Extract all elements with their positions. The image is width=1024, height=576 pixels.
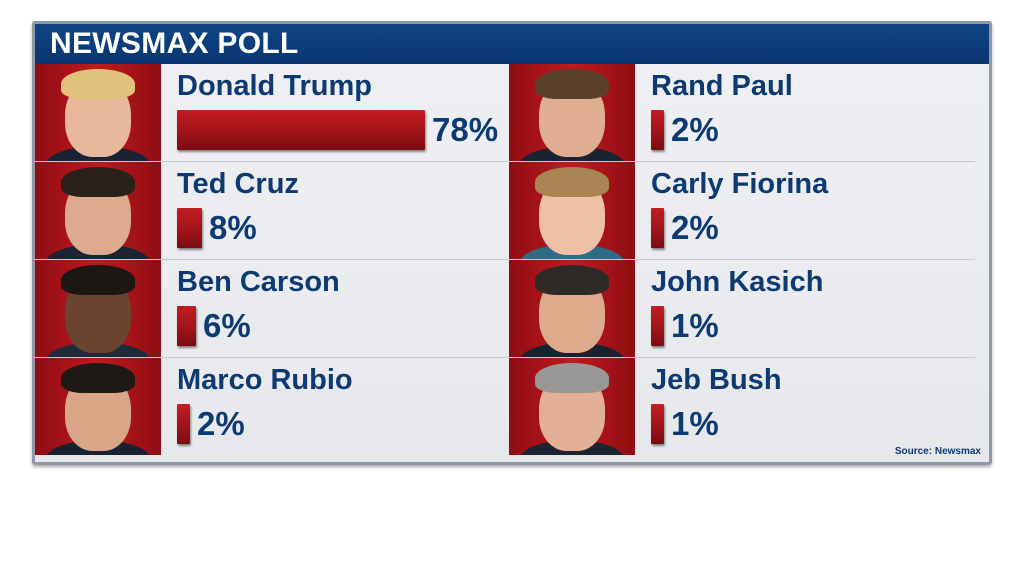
candidate-row-rand-paul: Rand Paul 2%	[509, 64, 975, 162]
candidate-row-ben-carson: Ben Carson 6%	[35, 260, 509, 358]
bar-donald-trump	[177, 110, 425, 150]
poll-title: NEWSMAX POLL	[50, 27, 299, 60]
bar-marco-rubio	[177, 404, 190, 444]
bar-rand-paul	[651, 110, 664, 150]
percent-label: 2%	[197, 405, 245, 442]
bar-ted-cruz	[177, 208, 202, 248]
candidate-photo	[509, 64, 635, 161]
portrait-hair	[61, 69, 135, 99]
candidate-photo	[509, 162, 635, 259]
candidate-name: Rand Paul	[651, 70, 793, 102]
candidate-name: Donald Trump	[177, 70, 372, 102]
percent-label: 1%	[671, 307, 719, 344]
portrait-hair	[535, 69, 609, 99]
candidate-name: Marco Rubio	[177, 364, 353, 396]
candidate-row-marco-rubio: Marco Rubio 2%	[35, 358, 509, 455]
source-label: Source: Newsmax	[894, 446, 981, 457]
percent-label: 1%	[671, 405, 719, 442]
candidate-row-john-kasich: John Kasich 1%	[509, 260, 975, 358]
bar-john-kasich	[651, 306, 664, 346]
candidate-photo	[35, 162, 161, 259]
candidate-photo	[35, 64, 161, 161]
candidate-name: Ted Cruz	[177, 168, 299, 200]
portrait-hair	[535, 167, 609, 197]
poll-board: NEWSMAX POLL Donald Trump 78% Ted Cruz 8% Be…	[32, 21, 992, 465]
candidate-name: Ben Carson	[177, 266, 340, 298]
candidate-photo	[509, 358, 635, 455]
candidate-row-carly-fiorina: Carly Fiorina 2%	[509, 162, 975, 260]
percent-label: 2%	[671, 209, 719, 246]
candidate-row-jeb-bush: Jeb Bush 1%	[509, 358, 975, 455]
portrait-hair	[61, 265, 135, 295]
candidate-row-donald-trump: Donald Trump 78%	[35, 64, 509, 162]
candidate-name: Carly Fiorina	[651, 168, 829, 200]
percent-label: 78%	[432, 111, 499, 148]
portrait-hair	[535, 363, 609, 393]
candidate-name: Jeb Bush	[651, 364, 782, 396]
percent-label: 8%	[209, 209, 257, 246]
bar-carly-fiorina	[651, 208, 664, 248]
poll-header: NEWSMAX POLL	[35, 24, 989, 64]
candidate-photo	[35, 358, 161, 455]
portrait-hair	[61, 363, 135, 393]
percent-label: 6%	[203, 307, 251, 344]
candidate-photo	[35, 260, 161, 357]
candidate-name: John Kasich	[651, 266, 824, 298]
bar-ben-carson	[177, 306, 196, 346]
candidate-row-ted-cruz: Ted Cruz 8%	[35, 162, 509, 260]
candidate-photo	[509, 260, 635, 357]
bar-jeb-bush	[651, 404, 664, 444]
portrait-hair	[535, 265, 609, 295]
percent-label: 2%	[671, 111, 719, 148]
portrait-hair	[61, 167, 135, 197]
